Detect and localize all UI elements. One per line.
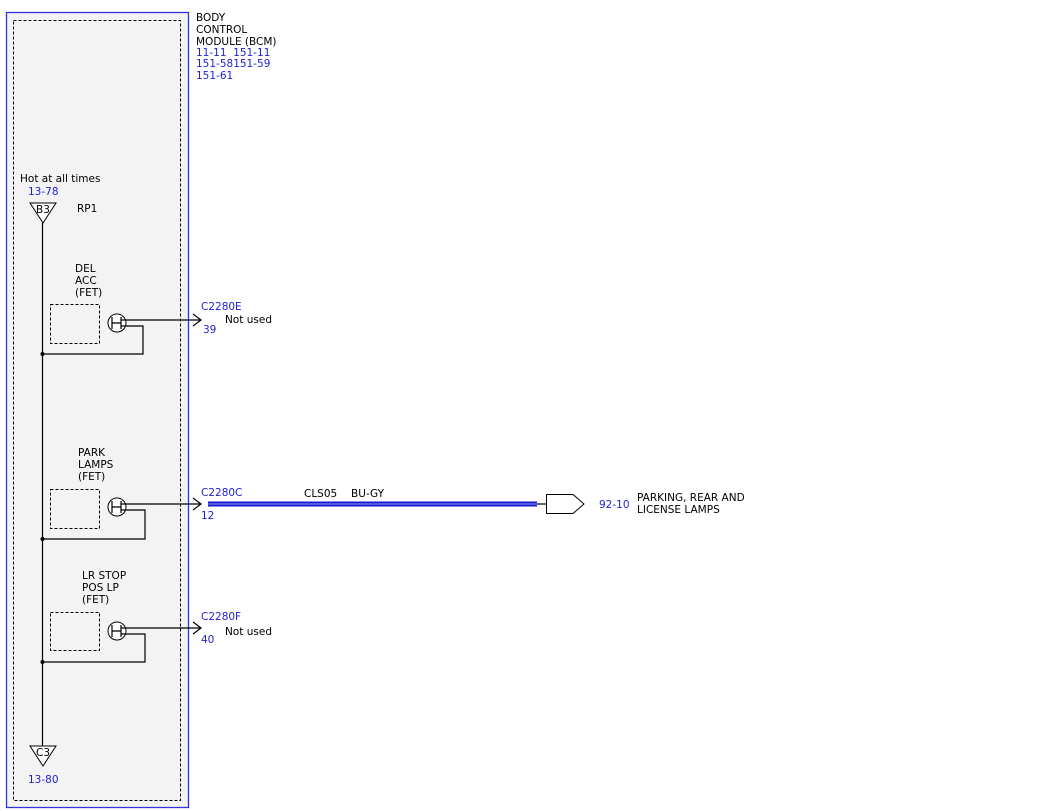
- pin: 39: [203, 324, 216, 336]
- module-ref: 11-11 151-11: [196, 47, 270, 59]
- destination-label: LICENSE LAMPS: [637, 504, 720, 516]
- splice: [40, 660, 45, 664]
- fet-symbol: [111, 625, 122, 637]
- pin: 12: [201, 510, 214, 522]
- wire-color: BU-GY: [351, 488, 385, 500]
- connector-arrow: [192, 621, 202, 635]
- connector-arrow: [192, 497, 202, 511]
- module-title: CONTROL: [196, 24, 247, 36]
- switch: LR STOP POS LP (FET) C2280F 40 Not used: [40, 570, 272, 664]
- ground-ref: 13-80: [28, 774, 59, 786]
- connector: C2280F: [201, 611, 241, 623]
- switch-label: (FET): [75, 287, 102, 299]
- power-ref: 13-78: [28, 186, 59, 198]
- destination-label: PARKING, REAR AND: [637, 492, 745, 504]
- switch-label: DEL: [75, 263, 96, 275]
- circuit: CLS05: [304, 488, 337, 500]
- feed-wire: [42, 509, 146, 540]
- switch-label: (FET): [82, 594, 109, 606]
- power-label: Hot at all times: [20, 173, 100, 185]
- switch-label: POS LP: [82, 582, 119, 594]
- driver-box: [50, 612, 100, 651]
- switch-label: LR STOP: [82, 570, 126, 582]
- power-name: RP1: [77, 203, 97, 215]
- power-pin: [29, 202, 57, 224]
- feed-wire: [42, 633, 146, 663]
- splice: [40, 352, 45, 356]
- module-box: [5, 11, 190, 809]
- switch-label: ACC: [75, 275, 97, 287]
- module-inner-box: [13, 20, 181, 801]
- module-ref: 151-61: [196, 70, 233, 82]
- note: Not used: [225, 626, 272, 638]
- ground-pin: [29, 745, 57, 767]
- driver-box: [50, 304, 100, 344]
- splice: [40, 537, 45, 541]
- feed-wire: [42, 325, 144, 355]
- module-title: BODY: [196, 12, 226, 24]
- module-title: MODULE (BCM): [196, 36, 277, 48]
- switch-label: PARK: [78, 447, 106, 459]
- fet-symbol: [111, 501, 122, 513]
- connector-arrow: [192, 313, 202, 327]
- note: Not used: [225, 314, 272, 326]
- destination-connector: [546, 494, 585, 514]
- fet-symbol: [111, 317, 122, 329]
- pin: 40: [201, 634, 214, 646]
- connector: C2280C: [201, 487, 242, 499]
- destination-ref: 92-10: [599, 499, 630, 511]
- switch: DEL ACC (FET) C2280E 39 Not used: [40, 263, 272, 356]
- ground-pin-label: C3: [36, 747, 50, 759]
- power-pin-label: B3: [36, 204, 50, 216]
- module-ref: 151-58151-59: [196, 58, 270, 70]
- connector: C2280E: [201, 301, 242, 313]
- driver-box: [50, 489, 100, 529]
- switch-label: LAMPS: [78, 459, 114, 471]
- switch: PARK LAMPS (FET) C2280C 12 CLS05 BU-GY 9…: [40, 447, 745, 541]
- switch-label: (FET): [78, 471, 105, 483]
